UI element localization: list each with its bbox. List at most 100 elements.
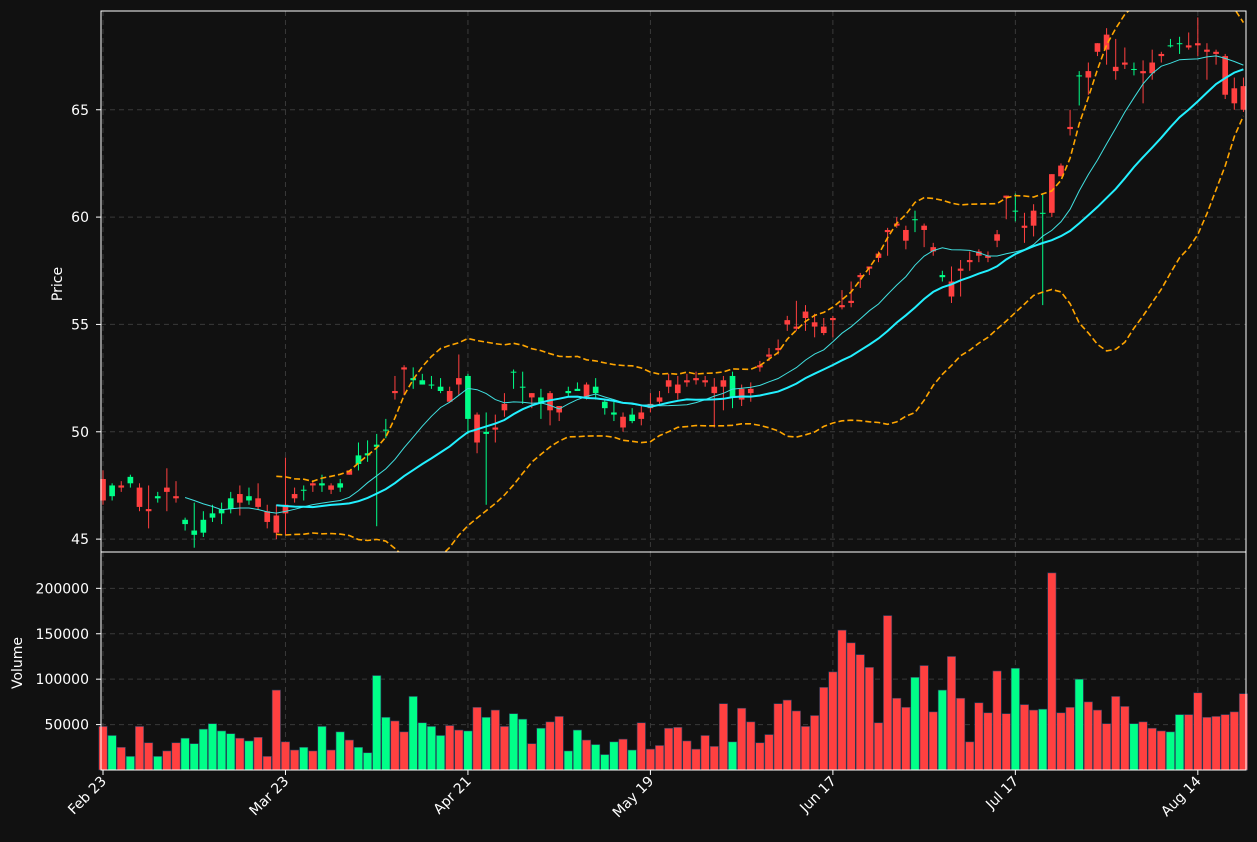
volume-panel	[98, 572, 1248, 771]
volume-bar	[627, 749, 637, 771]
candle-body	[1076, 75, 1083, 77]
volume-bar	[1220, 714, 1230, 771]
price-tick-label: 65	[71, 103, 89, 119]
candle-body	[200, 519, 207, 533]
candle-body	[1222, 56, 1229, 95]
candle-body	[811, 322, 818, 327]
candle-body	[1240, 86, 1247, 110]
candle-body	[237, 494, 243, 503]
volume-bar	[974, 702, 984, 771]
candle-body	[766, 354, 772, 357]
volume-bar	[709, 746, 719, 771]
candle-body	[428, 384, 435, 386]
candle-body	[638, 412, 645, 419]
volume-bar	[956, 697, 966, 771]
volume-bar	[481, 717, 491, 771]
candle-body	[273, 515, 280, 533]
candle	[136, 483, 143, 512]
candle	[474, 412, 480, 454]
volume-bar	[299, 746, 309, 771]
candle	[364, 440, 371, 462]
candle-body	[100, 479, 106, 501]
volume-bar	[655, 745, 665, 771]
candle	[1049, 174, 1055, 218]
candle	[300, 485, 307, 501]
volume-bar	[253, 736, 263, 771]
price-tick-label: 60	[71, 210, 89, 226]
candle	[903, 225, 909, 250]
volume-bar	[426, 726, 436, 771]
volume-bar	[226, 733, 236, 771]
candle	[647, 393, 654, 413]
volume-bar	[618, 738, 628, 771]
candle	[830, 315, 836, 338]
candle-body	[136, 487, 143, 507]
candle-body	[711, 386, 718, 394]
candle	[857, 272, 864, 288]
price-tick-label: 50	[71, 425, 89, 441]
candle	[291, 487, 298, 503]
volume-bar	[1001, 713, 1011, 771]
volume-bar	[1047, 572, 1057, 771]
volume-bar	[134, 726, 144, 771]
candle-body	[401, 367, 407, 370]
candle-body	[118, 485, 125, 488]
candle-body	[921, 225, 927, 230]
candle-body	[747, 388, 754, 394]
candle-body	[729, 375, 736, 398]
candle-body	[355, 455, 362, 464]
candle	[1021, 212, 1028, 243]
candle-body	[601, 401, 608, 409]
volume-bar	[828, 671, 838, 771]
volume-bar	[244, 740, 254, 771]
candle	[519, 371, 526, 404]
volume-bar	[326, 749, 336, 771]
volume-bar	[846, 642, 856, 771]
volume-bar	[545, 721, 555, 771]
candle	[173, 481, 179, 503]
volume-bar	[290, 749, 300, 771]
volume-bar	[1010, 667, 1020, 771]
volume-bar	[107, 735, 117, 771]
volume-bar	[335, 731, 345, 771]
volume-bar	[353, 746, 363, 771]
volume-bar	[554, 716, 564, 771]
candle	[839, 290, 845, 310]
volume-tick-label: 150000	[36, 627, 89, 643]
candle	[994, 229, 1000, 248]
volume-bar	[1156, 730, 1166, 771]
candle-body	[802, 311, 809, 318]
candle-body	[191, 530, 198, 535]
candle-body	[1194, 43, 1201, 46]
price-panel-frame	[100, 10, 1247, 553]
candle-body	[483, 431, 490, 434]
volume-bar	[235, 737, 245, 771]
candle	[410, 367, 417, 389]
volume-bar	[901, 707, 911, 771]
candle-body	[720, 380, 727, 387]
candle	[1176, 36, 1183, 54]
candle	[218, 502, 225, 525]
volume-axis-title: Volume	[10, 637, 26, 689]
candle	[428, 375, 435, 389]
volume-panel-frame	[100, 551, 1247, 771]
candle-body	[1049, 174, 1055, 213]
candle	[702, 375, 708, 387]
volume-bar	[1202, 717, 1212, 771]
candle-body	[164, 487, 170, 492]
candle	[182, 517, 188, 531]
candle	[200, 511, 207, 537]
candle	[957, 260, 964, 297]
candle	[611, 401, 617, 422]
volume-bar	[636, 722, 646, 771]
volume-bar	[864, 667, 874, 771]
x-tick-label: Aug 14	[1158, 773, 1204, 819]
price-grid	[101, 11, 1246, 552]
candle	[465, 373, 471, 434]
candle	[492, 414, 499, 443]
volume-bar	[445, 725, 455, 771]
volume-bar	[1165, 731, 1175, 771]
candle-body	[985, 255, 991, 258]
candle-body	[966, 260, 973, 263]
